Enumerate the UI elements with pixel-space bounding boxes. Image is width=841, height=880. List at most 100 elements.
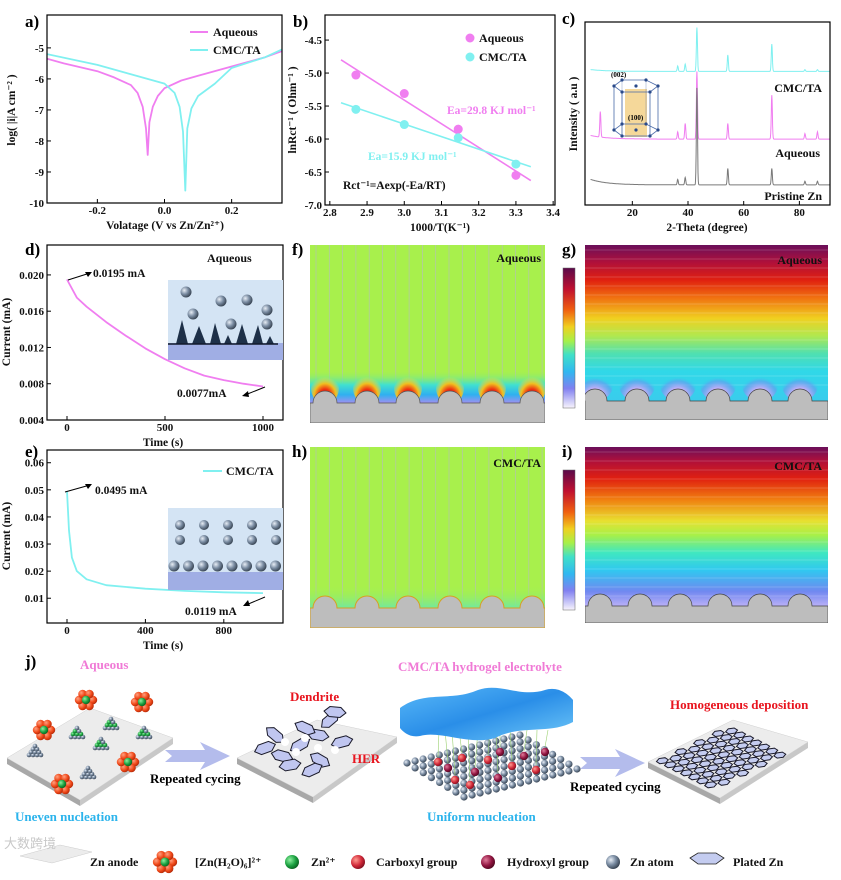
hydroxyl-group bbox=[519, 751, 529, 761]
plated-zn-hexagon bbox=[701, 743, 715, 751]
plated-zn-hexagon bbox=[685, 762, 699, 770]
zn-atom bbox=[427, 774, 435, 782]
legend-carboxyl: Carboxyl group bbox=[376, 855, 458, 869]
data-point bbox=[351, 104, 361, 114]
plated-zn-hexagon bbox=[757, 743, 771, 751]
fit-line-1 bbox=[340, 101, 532, 168]
panel-label-f: f) bbox=[292, 240, 303, 259]
zn-atom bbox=[443, 749, 451, 757]
zn-atom bbox=[484, 780, 492, 788]
chart-d-ylabel: Current (mA) bbox=[1, 298, 13, 367]
zn-atom bbox=[541, 759, 549, 767]
zn-atom bbox=[533, 775, 541, 783]
plated-zn-hexagon bbox=[687, 745, 701, 753]
chart-e-ylabel: Current (mA) bbox=[1, 502, 13, 571]
plated-zn-hexagon bbox=[253, 740, 277, 756]
y-tick-label: -6.5 bbox=[305, 167, 323, 179]
panel-label-h: h) bbox=[292, 442, 307, 461]
uniform-nucleation-label: Uniform nucleation bbox=[427, 809, 536, 824]
plated-zn-hexagon bbox=[754, 760, 768, 768]
plated-zn-hexagon bbox=[294, 720, 316, 736]
zn-atom bbox=[168, 560, 180, 572]
legend-zn-atom: Zn atom bbox=[630, 855, 674, 869]
zn-atom bbox=[557, 769, 565, 777]
plated-zn-hexagon bbox=[724, 727, 739, 735]
hydrogen-bubble bbox=[331, 746, 339, 754]
chart-e-end-annotation: 0.0119 mA bbox=[185, 606, 237, 618]
chart-d-end-annotation: 0.0077mA bbox=[177, 388, 227, 400]
zn-atom bbox=[460, 779, 468, 787]
y-tick-label: 0.008 bbox=[19, 379, 44, 391]
x-tick-label: 3.4 bbox=[546, 207, 560, 219]
carboxyl-group-icon bbox=[351, 855, 365, 869]
hydrogen-bubble bbox=[314, 744, 322, 752]
carboxyl-group bbox=[483, 755, 493, 765]
zn-atom bbox=[255, 560, 267, 572]
sim-g-label: Aqueous bbox=[777, 253, 822, 267]
zn-atom bbox=[411, 757, 419, 765]
homogeneous-slab bbox=[647, 719, 809, 804]
zn-atom bbox=[419, 755, 427, 763]
plot-area bbox=[66, 279, 264, 388]
plated-zn-hexagon bbox=[701, 770, 715, 778]
zn-atom bbox=[508, 774, 516, 782]
plated-zn-hexagon bbox=[735, 769, 750, 777]
data-point bbox=[511, 170, 521, 180]
plated-zn-hexagon bbox=[719, 733, 733, 742]
process-arrow-2 bbox=[580, 749, 645, 777]
zn-atom bbox=[476, 789, 484, 797]
zn-atom bbox=[419, 762, 427, 770]
zn-atom bbox=[460, 786, 468, 794]
colorbar-f-g bbox=[562, 267, 576, 409]
plated-zn-hexagon bbox=[732, 731, 747, 739]
zn-atom bbox=[565, 760, 573, 768]
zn-atom bbox=[427, 753, 435, 761]
zn-atom bbox=[516, 745, 524, 753]
zn-atom bbox=[476, 782, 484, 790]
zn-atom bbox=[516, 758, 524, 767]
data-point bbox=[453, 133, 463, 143]
zn-atom bbox=[452, 788, 460, 796]
polymer-strand bbox=[544, 729, 549, 748]
zn-atom bbox=[500, 756, 508, 764]
plated-zn-hexagon bbox=[719, 761, 734, 769]
zn-atom bbox=[468, 791, 476, 799]
hydroxyl-group bbox=[470, 767, 480, 777]
dendrite-label: Dendrite bbox=[290, 689, 339, 704]
plot-area bbox=[340, 59, 532, 182]
x-tick-label: 400 bbox=[137, 625, 154, 637]
zn-atom bbox=[427, 760, 435, 768]
zn-atom bbox=[427, 767, 435, 775]
zn-atom bbox=[226, 560, 238, 572]
zn-atom bbox=[508, 733, 516, 741]
x-tick-label: 1000 bbox=[252, 422, 275, 434]
zn-atom bbox=[468, 757, 476, 765]
chart-a-polarization: -0.2 0.0 0.2 -5 -6 -7 -8 -9 -10 bbox=[29, 14, 283, 217]
x-tick-label: -0.2 bbox=[89, 205, 107, 217]
panel-label-i: i) bbox=[562, 442, 572, 461]
plated-zn-hexagon bbox=[722, 772, 736, 780]
hydrated-zn-ion bbox=[152, 850, 178, 874]
hydrated-zn-ion-icon bbox=[152, 850, 178, 874]
plated-zn-hexagon bbox=[698, 760, 712, 768]
zn-atom bbox=[199, 520, 209, 530]
panel-label-c: c) bbox=[562, 9, 575, 28]
hydroxyl-group-icon bbox=[481, 855, 495, 869]
zn-atom bbox=[516, 731, 524, 739]
plated-zn-hexagon bbox=[690, 756, 704, 764]
zn-anode-slab-aqueous bbox=[6, 689, 174, 806]
plated-zn-hexagon bbox=[733, 759, 747, 767]
plated-zn-hexagon bbox=[693, 766, 707, 774]
zn-atom bbox=[508, 754, 516, 762]
zn-atom bbox=[500, 735, 508, 743]
zn-atom bbox=[525, 777, 533, 785]
zn-cluster bbox=[79, 765, 97, 780]
fit-line-0 bbox=[340, 59, 532, 182]
chart-c-xlabel: 2-Theta (degree) bbox=[666, 222, 747, 234]
zn-atom bbox=[492, 785, 500, 793]
y-tick-label: 0.06 bbox=[25, 458, 45, 470]
legend-zn-anode: Zn anode bbox=[90, 855, 139, 869]
sim-i-label: CMC/TA bbox=[774, 459, 822, 473]
zn-atom bbox=[508, 740, 516, 748]
x-tick-label: 60 bbox=[738, 207, 750, 219]
